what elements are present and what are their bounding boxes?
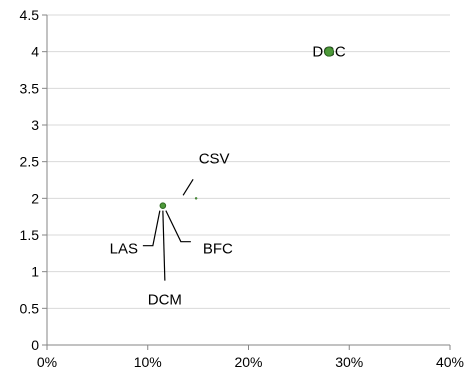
y-axis-ticks: 0 0.5 1 1.5 2 2.5 3 3.5 4 4.5: [20, 7, 47, 353]
data-point-csv: [194, 197, 198, 200]
leader-line-bfc: [165, 210, 191, 243]
leader-line-csv: [182, 179, 194, 196]
leader-line-dcm: [162, 210, 166, 281]
axes: [46, 15, 450, 346]
leader-line-las: [142, 210, 161, 247]
grid-lines: [47, 14, 450, 309]
x-tick-label: 30%: [335, 354, 363, 370]
x-tick-label: 40%: [436, 354, 464, 370]
x-tick-label: 10%: [134, 354, 162, 370]
data-label-csv: CSV: [199, 150, 230, 167]
y-tick-label: 0.5: [20, 300, 40, 316]
y-tick-label: 1.5: [20, 227, 40, 243]
x-tick-label: 20%: [234, 354, 262, 370]
y-tick-label: 1: [31, 264, 39, 280]
data-label-bfc: BFC: [203, 241, 233, 258]
y-tick-label: 2.5: [20, 154, 40, 170]
y-tick-label: 4.5: [20, 7, 40, 23]
data-point-las: [159, 202, 167, 209]
y-tick-label: 2: [31, 190, 39, 206]
y-tick-label: 3.5: [20, 80, 40, 96]
y-tick-label: 4: [31, 44, 39, 60]
x-axis-ticks: 0% 10% 20% 30% 40%: [37, 345, 464, 370]
y-tick-label: 0: [31, 337, 39, 353]
data-point-labels: DGCCSVLASBFCDCM: [110, 44, 346, 309]
data-label-las: LAS: [110, 241, 138, 258]
data-point-dgc: [324, 46, 335, 57]
y-tick-label: 3: [31, 117, 39, 133]
x-tick-label: 0%: [37, 354, 57, 370]
label-leader-lines: [142, 179, 194, 281]
data-label-dcm: DCM: [148, 292, 182, 309]
data-points: [159, 197, 198, 209]
